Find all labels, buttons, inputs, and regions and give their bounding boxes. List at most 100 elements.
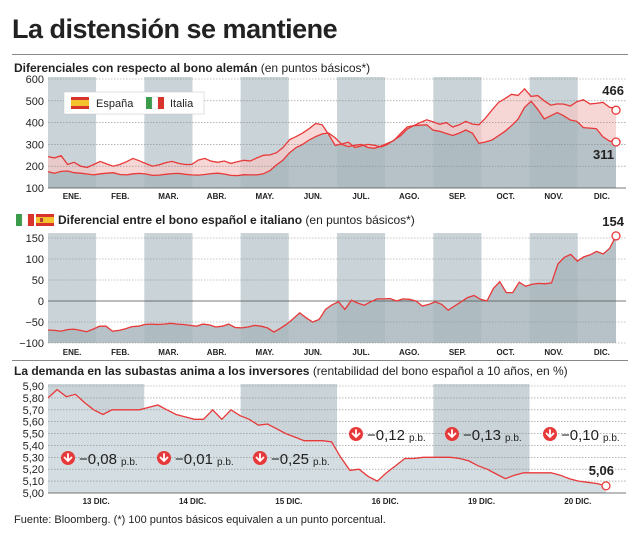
chart3-y-tick: 5,20 — [23, 464, 44, 476]
chart3-annotation-unit: p.b. — [603, 433, 620, 444]
chart3-y-tick: 5,40 — [23, 440, 44, 452]
chart1-x-tick: SEP. — [449, 192, 466, 201]
chart1-legend-italy-flag-white — [151, 96, 159, 110]
chart1-end-marker-italia — [611, 137, 621, 147]
chart2-y-tick: −100 — [19, 338, 44, 350]
chart2-subtitle: (en puntos básicos*) — [305, 213, 415, 227]
chart3-annotation-1-down-arrow-glyph — [63, 453, 73, 463]
chart3-annotation-6-down-arrow-glyph — [545, 429, 555, 439]
chart3-annotation-value: −0,01 — [175, 451, 213, 468]
chart3-x-tick: 20 DIC. — [564, 497, 591, 506]
chart1-x-tick: MAY. — [256, 192, 274, 201]
section-rule — [12, 360, 628, 361]
chart3-x-tick: 14 DIC. — [179, 497, 206, 506]
chart3-annotation-unit: p.b. — [505, 433, 522, 444]
chart3-annotation-value: −0,13 — [463, 427, 501, 444]
chart3-y-tick: 5,80 — [23, 393, 44, 405]
chart3-annotation-3-down-arrow-glyph — [255, 453, 265, 463]
chart3-annotation-4-down-arrow-glyph — [351, 429, 361, 439]
chart3-x-tick: 16 DIC. — [372, 497, 399, 506]
chart3-annotation-unit: p.b. — [217, 457, 234, 468]
chart3-annotation-value: −0,10 — [561, 427, 599, 444]
chart2-x-tick: ABR. — [207, 348, 227, 357]
chart2-band — [240, 233, 289, 343]
chart1-x-tick: MAR. — [158, 192, 178, 201]
chart3-annotation-value: −0,08 — [79, 451, 117, 468]
chart1-line-italia — [47, 100, 617, 177]
chart3-heading: La demanda en las subastas anima a los i… — [14, 364, 568, 378]
chart2-x-tick: ENE. — [63, 348, 82, 357]
chart3-x-tick: 15 DIC. — [275, 497, 302, 506]
chart2-y-tick: 150 — [26, 233, 44, 245]
chart3-end-marker — [601, 481, 611, 491]
chart1-x-tick: DIC. — [594, 192, 610, 201]
chart1-area-between — [48, 88, 616, 176]
chart3-y-tick: 5,30 — [23, 452, 44, 464]
page-title: La distensión se mantiene — [12, 14, 338, 44]
chart2-x-tick: DIC. — [594, 348, 610, 357]
chart3-annotation-value: −0,25 — [271, 451, 309, 468]
chart2-x-tick: SEP. — [449, 348, 466, 357]
chart3-subtitle: (rentabilidad del bono español a 10 años… — [312, 364, 568, 378]
chart3-annotation-value: −0,12 — [367, 427, 405, 444]
chart3-x-tick: 13 DIC. — [83, 497, 110, 506]
spain-flag-icon — [36, 213, 54, 226]
chart1-x-tick: ABR. — [207, 192, 227, 201]
chart1-line-espana — [47, 87, 617, 169]
chart2-end-label: 154 — [602, 214, 624, 229]
chart3-annotation-unit: p.b. — [409, 433, 426, 444]
chart2-x-tick: MAY. — [256, 348, 274, 357]
chart1-end-label-italia: 311 — [593, 147, 614, 162]
chart1-x-tick: FEB. — [111, 192, 129, 201]
chart1-subtitle: (en puntos básicos*) — [260, 61, 371, 75]
chart2-heading: Diferencial entre el bono español e ital… — [58, 213, 415, 227]
chart2-y-tick: 0 — [38, 296, 44, 308]
chart3-annotation-unit: p.b. — [313, 457, 330, 468]
chart2-x-tick: OCT. — [496, 348, 514, 357]
chart1-x-tick: NOV. — [544, 192, 563, 201]
chart1-legend-espana: España — [96, 98, 134, 110]
chart3-annotation-5-down-arrow-glyph — [447, 429, 457, 439]
chart3-y-tick: 5,10 — [23, 476, 44, 488]
chart3-end-label: 5,06 — [589, 463, 614, 478]
chart2-y-tick: 100 — [26, 254, 44, 266]
chart3-annotation-2-down-arrow-glyph — [159, 453, 169, 463]
chart1-end-marker-espana — [611, 105, 621, 115]
chart1-y-tick: 100 — [26, 183, 44, 195]
chart3-x-tick: 19 DIC. — [468, 497, 495, 506]
chart3-line — [47, 388, 607, 487]
chart1-heading: Diferenciales con respecto al bono alemá… — [14, 61, 370, 75]
chart3-y-tick: 5,60 — [23, 417, 44, 429]
chart3-y-tick: 5,00 — [23, 488, 44, 500]
chart2-x-tick: NOV. — [544, 348, 563, 357]
chart1-y-tick: 500 — [26, 96, 44, 108]
chart1-y-tick: 600 — [26, 74, 44, 86]
chart2-x-tick: JUL. — [352, 348, 369, 357]
source-note: Fuente: Bloomberg. (*) 100 puntos básico… — [14, 514, 386, 526]
chart2-band — [48, 233, 97, 343]
chart1-y-tick: 300 — [26, 139, 44, 151]
chart1-legend-italy-flag-red — [158, 97, 164, 109]
chart3-y-tick: 5,90 — [23, 381, 44, 393]
chart2-x-tick: JUN. — [304, 348, 322, 357]
chart2-band — [96, 233, 145, 343]
chart2-end-marker — [611, 231, 621, 241]
chart3-title: La demanda en las subastas anima a los i… — [14, 364, 310, 378]
chart1-legend-box — [63, 91, 205, 115]
chart1-y-tick: 400 — [26, 118, 44, 130]
chart2-x-tick: FEB. — [111, 348, 129, 357]
title-rule — [12, 54, 628, 55]
chart2-line — [47, 235, 617, 333]
chart1-x-tick: JUL. — [352, 192, 369, 201]
chart1-legend-spain-flag-stripe — [71, 100, 89, 106]
chart2-y-tick: −50 — [25, 317, 44, 329]
chart1-x-tick: AGO. — [399, 192, 419, 201]
chart1-legend-italy-flag-icon — [146, 97, 152, 109]
chart1-y-tick: 200 — [26, 161, 44, 173]
chart1-x-tick: ENE. — [63, 192, 82, 201]
chart2-area — [48, 235, 616, 343]
chart1-legend-italia: Italia — [170, 98, 194, 110]
chart2-y-tick: 50 — [32, 275, 44, 287]
chart2-title: Diferencial entre el bono español e ital… — [58, 213, 303, 227]
